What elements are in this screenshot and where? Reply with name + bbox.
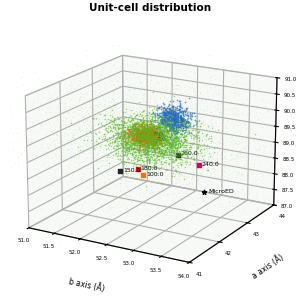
Title: Unit-cell distribution: Unit-cell distribution [89, 3, 211, 13]
Y-axis label: a axis (Å): a axis (Å) [250, 252, 285, 280]
X-axis label: b axis (Å): b axis (Å) [67, 276, 105, 294]
